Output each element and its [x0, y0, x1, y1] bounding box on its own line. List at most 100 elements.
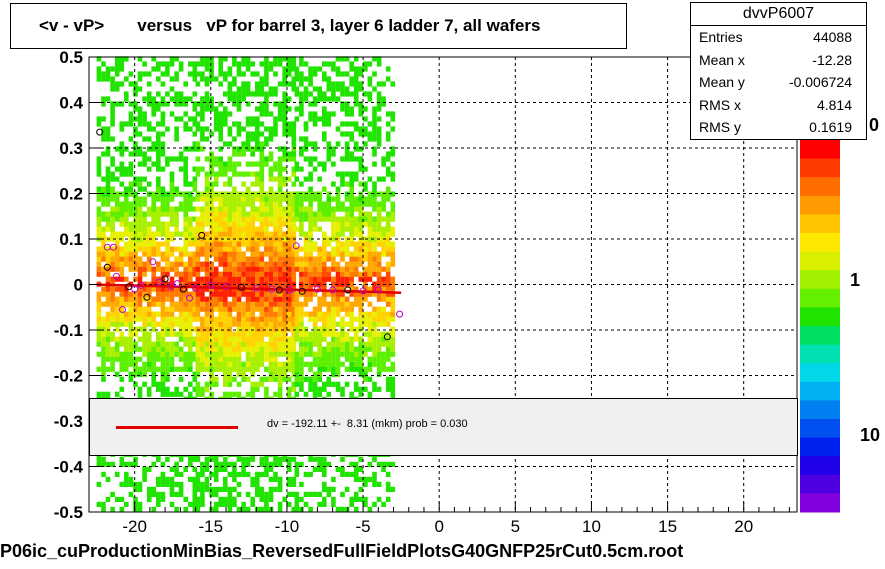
heatmap-cell [353, 326, 359, 332]
heatmap-cell [322, 501, 327, 507]
color-bar-segment [800, 195, 840, 215]
heatmap-cell [188, 361, 193, 367]
heatmap-cell [183, 101, 188, 107]
heatmap-cell [331, 181, 336, 187]
heatmap-cell [312, 221, 318, 227]
heatmap-cell [200, 286, 205, 292]
heatmap-cell [326, 291, 332, 297]
heatmap-cell [114, 391, 120, 397]
heatmap-cell [299, 461, 304, 467]
heatmap-cell [264, 496, 269, 502]
heatmap-cell [255, 346, 260, 352]
heatmap-cell [142, 316, 147, 322]
heatmap-cell [273, 311, 278, 317]
heatmap-cell [326, 211, 332, 217]
heatmap-cell [114, 316, 120, 322]
heatmap-cell [96, 321, 102, 327]
heatmap-cell [353, 296, 359, 302]
heatmap-cell [277, 246, 283, 252]
heatmap-cell [277, 236, 283, 242]
heatmap-cell [385, 291, 391, 297]
heatmap-cell [273, 266, 278, 272]
color-bar-segment [800, 363, 840, 383]
heatmap-cell [105, 146, 111, 152]
heatmap-cell [213, 316, 219, 322]
heatmap-cell [255, 336, 260, 342]
profile-point [149, 258, 157, 266]
heatmap-cell [223, 211, 228, 217]
profile-point [155, 278, 163, 286]
heatmap-cell [124, 76, 129, 82]
heatmap-cell [142, 161, 147, 167]
heatmap-cell [101, 376, 106, 382]
heatmap-cell [151, 301, 156, 307]
heatmap-cell [363, 476, 368, 482]
heatmap-cell [236, 121, 242, 127]
heatmap-cell [200, 491, 205, 497]
heatmap-cell [200, 301, 205, 307]
heatmap-cell [376, 276, 382, 282]
heatmap-cell [349, 496, 354, 502]
heatmap-cell [259, 276, 265, 282]
heatmap-cell [340, 466, 345, 472]
heatmap-cell [188, 216, 193, 222]
heatmap-cell [110, 171, 115, 177]
heatmap-cell [223, 486, 228, 492]
heatmap-cell [142, 371, 147, 377]
heatmap-cell [119, 356, 125, 362]
heatmap-cell [308, 201, 313, 207]
heatmap-cell [268, 191, 274, 197]
heatmap-cell [151, 66, 156, 72]
heatmap-cell [174, 116, 179, 122]
heatmap-cell [133, 456, 138, 462]
heatmap-cell [204, 61, 210, 67]
heatmap-cell [286, 56, 292, 62]
heatmap-cell [110, 231, 115, 237]
heatmap-cell [101, 201, 106, 207]
heatmap-cell [372, 146, 377, 152]
heatmap-cell [308, 256, 313, 262]
heatmap-cell [188, 226, 193, 232]
heatmap-cell [195, 156, 201, 162]
heatmap-cell [255, 351, 260, 357]
heatmap-cell [282, 331, 287, 337]
heatmap-cell [200, 291, 205, 297]
heatmap-cell [363, 496, 368, 502]
heatmap-cell [268, 266, 274, 272]
heatmap-cell [317, 326, 322, 332]
heatmap-cell [277, 251, 283, 257]
heatmap-cell [390, 296, 396, 302]
heatmap-cell [96, 71, 102, 77]
heatmap-cell [326, 276, 332, 282]
heatmap-cell [273, 361, 278, 367]
profile-point [112, 272, 120, 280]
heatmap-cell [303, 326, 309, 332]
heatmap-cell [385, 311, 391, 317]
heatmap-cell [376, 211, 382, 217]
heatmap-cell [381, 316, 386, 322]
heatmap-cell [264, 291, 269, 297]
heatmap-cell [264, 346, 269, 352]
heatmap-cell [213, 176, 219, 182]
heatmap-cell [259, 121, 265, 127]
heatmap-cell [178, 201, 184, 207]
heatmap-cell [146, 101, 152, 107]
heatmap-cell [101, 226, 106, 232]
heatmap-cell [156, 296, 161, 302]
heatmap-cell [322, 231, 327, 237]
heatmap-cell [119, 461, 125, 467]
heatmap-cell [331, 226, 336, 232]
heatmap-cell [169, 61, 175, 67]
heatmap-cell [160, 151, 166, 157]
heatmap-cell [192, 306, 198, 312]
heatmap-cell [363, 266, 368, 272]
heatmap-cell [259, 306, 265, 312]
heatmap-cell [294, 331, 300, 337]
heatmap-cell [358, 261, 364, 267]
heatmap-cell [308, 376, 313, 382]
heatmap-cell [156, 456, 161, 462]
heatmap-cell [200, 461, 205, 467]
heatmap-cell [227, 271, 233, 277]
heatmap-cell [105, 276, 111, 282]
heatmap-cell [335, 306, 341, 312]
